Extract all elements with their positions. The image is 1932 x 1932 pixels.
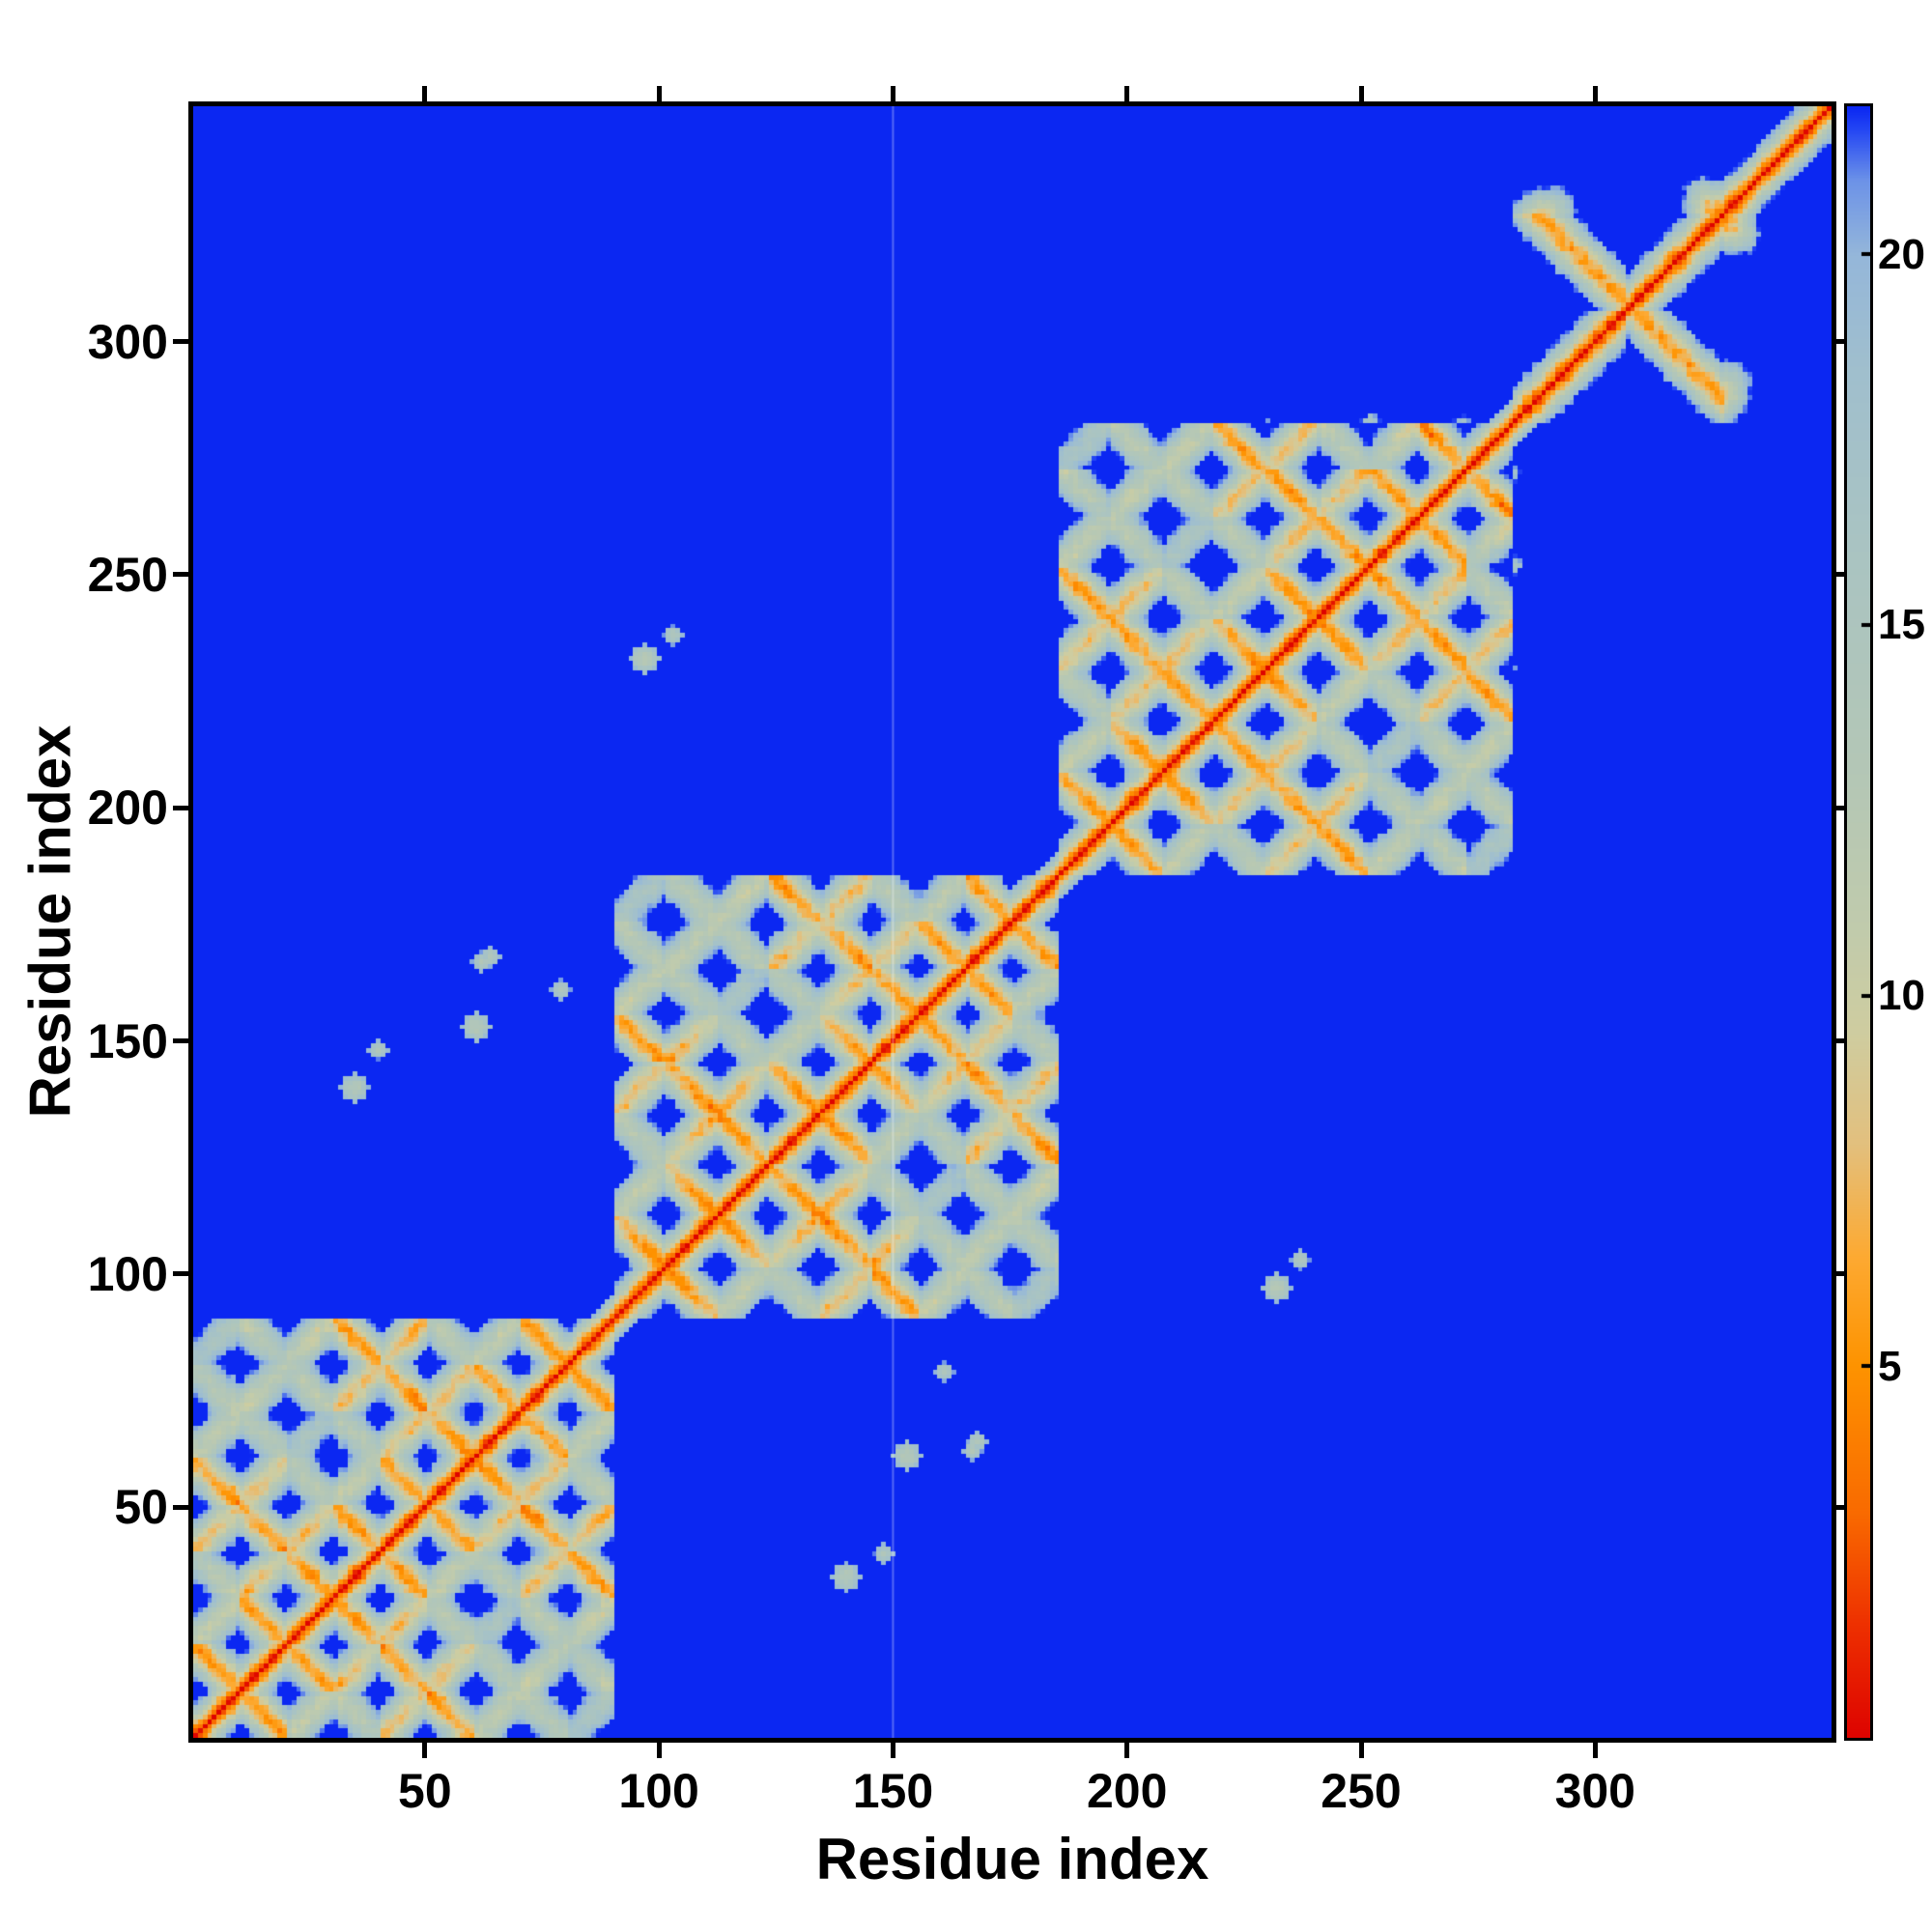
y-tick-label: 200 [87, 781, 168, 836]
x-tick-label: 200 [1087, 1764, 1168, 1818]
x-tick-label: 100 [618, 1764, 699, 1818]
y-tick-label: 50 [114, 1480, 168, 1535]
y-tick-label: 100 [87, 1246, 168, 1301]
tick-mark [1358, 86, 1364, 101]
x-tick-label: 250 [1321, 1764, 1402, 1818]
tick-mark [890, 1743, 895, 1758]
tick-mark [1836, 1504, 1844, 1510]
tick-mark [173, 339, 188, 345]
colorbar-tick-label: 20 [1878, 230, 1925, 278]
y-tick-label: 250 [87, 547, 168, 602]
tick-mark [1836, 339, 1844, 345]
tick-mark [1836, 572, 1844, 578]
tick-mark [173, 1504, 188, 1510]
tick-mark [1124, 1743, 1130, 1758]
tick-mark [1836, 1038, 1844, 1044]
contact-map-heatmap [188, 101, 1836, 1743]
tick-mark [173, 1038, 188, 1044]
tick-mark [173, 1271, 188, 1277]
tick-mark [1592, 1743, 1598, 1758]
colorbar [1844, 103, 1873, 1741]
tick-mark [422, 86, 428, 101]
y-tick-label: 150 [87, 1013, 168, 1068]
tick-mark [1592, 86, 1598, 101]
tick-mark [1124, 86, 1130, 101]
colorbar-tick-label: 10 [1878, 972, 1925, 1020]
tick-mark [656, 86, 662, 101]
tick-mark [656, 1743, 662, 1758]
y-tick-label: 300 [87, 314, 168, 369]
x-tick-label: 300 [1554, 1764, 1635, 1818]
x-tick-label: 50 [398, 1764, 452, 1818]
x-tick-label: 150 [852, 1764, 934, 1818]
tick-mark [1358, 1743, 1364, 1758]
colorbar-tick-label: 5 [1878, 1343, 1902, 1391]
tick-mark [173, 572, 188, 578]
tick-mark [1836, 1271, 1844, 1277]
x-axis-label: Residue index [815, 1827, 1209, 1891]
tick-mark [422, 1743, 428, 1758]
tick-mark [173, 805, 188, 810]
colorbar-tick-label: 15 [1878, 601, 1925, 649]
tick-mark [890, 86, 895, 101]
tick-mark [1836, 805, 1844, 810]
